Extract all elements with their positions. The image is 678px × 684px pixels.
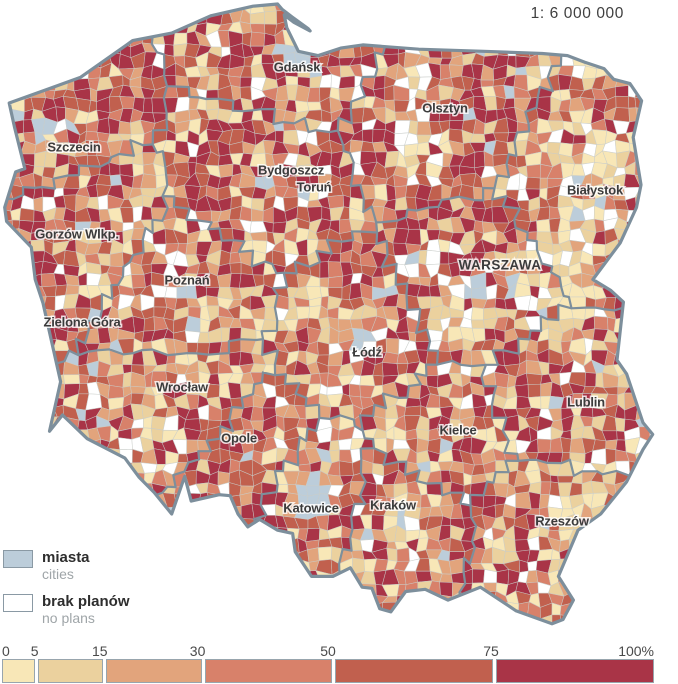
city-label: Wrocław bbox=[156, 380, 209, 395]
colorbar-tick: 75 bbox=[483, 643, 499, 659]
colorbar-tick: 0 bbox=[2, 643, 10, 659]
legend-label-cities-en: cities bbox=[42, 566, 74, 583]
colorbar-class-block bbox=[38, 659, 103, 683]
colorbar-tick: 5 bbox=[30, 643, 39, 659]
colorbar-tick: 50 bbox=[320, 643, 336, 659]
colorbar-blocks bbox=[2, 659, 654, 683]
legend-label-no-plans-en: no plans bbox=[42, 610, 95, 626]
colorbar-class-block bbox=[204, 659, 332, 683]
city-label: Katowice bbox=[283, 501, 338, 516]
legend-label-no-plans-pl: brak planów bbox=[42, 592, 130, 610]
colorbar-class-block bbox=[2, 659, 36, 683]
map-legend: miasta cities brak planów no plans bbox=[3, 549, 130, 637]
poland-outline bbox=[3, 2, 655, 626]
city-label: Poznań bbox=[164, 273, 209, 288]
city-label: Szczecin bbox=[47, 140, 101, 155]
city-label: Kraków bbox=[370, 498, 417, 513]
city-label: WARSZAWA bbox=[459, 258, 542, 273]
city-label: Bydgoszcz bbox=[258, 163, 325, 178]
city-label: Olsztyn bbox=[422, 101, 468, 116]
city-label: Białystok bbox=[567, 183, 624, 198]
colorbar-tick: 100% bbox=[618, 643, 654, 659]
legend-row-no-plans: brak planów no plans bbox=[3, 593, 130, 628]
colorbar-class-block bbox=[495, 659, 654, 683]
legend-row-cities: miasta cities bbox=[3, 549, 130, 584]
legend-swatch-no-plans bbox=[3, 593, 33, 612]
legend-swatch-cities bbox=[3, 550, 33, 568]
city-label: Gdańsk bbox=[274, 60, 321, 75]
city-label: Zielona Góra bbox=[43, 315, 121, 330]
city-label: Opole bbox=[221, 431, 257, 446]
city-label: Rzeszów bbox=[535, 514, 590, 529]
colorbar: 0 5 15 30 50 75 100% bbox=[2, 643, 654, 683]
colorbar-tick: 15 bbox=[92, 643, 108, 659]
city-label: Kielce bbox=[439, 423, 476, 438]
colorbar-class-block bbox=[105, 659, 202, 683]
poland-choropleth-map: Gdańsk Olsztyn Szczecin Białystok Bydgoszcz T… bbox=[3, 2, 655, 626]
city-label: Gorzów Wlkp. bbox=[35, 227, 119, 242]
colorbar-class-block bbox=[334, 659, 493, 683]
colorbar-tick: 30 bbox=[189, 643, 206, 659]
map-scale-label: 1: 6 000 000 bbox=[530, 5, 624, 22]
colorbar-tick-labels: 0 5 15 30 50 75 100% bbox=[2, 643, 654, 659]
city-label: Łódź bbox=[352, 345, 382, 360]
city-labels: Gdańsk Olsztyn Szczecin Białystok Bydgoszcz T… bbox=[34, 58, 626, 530]
city-label: Lublin bbox=[567, 395, 605, 410]
map-svg: Gdańsk Olsztyn Szczecin Białystok Bydgoszcz T… bbox=[3, 2, 655, 626]
city-label: Toruń bbox=[297, 180, 332, 195]
legend-label-cities-pl: miasta bbox=[42, 549, 90, 566]
